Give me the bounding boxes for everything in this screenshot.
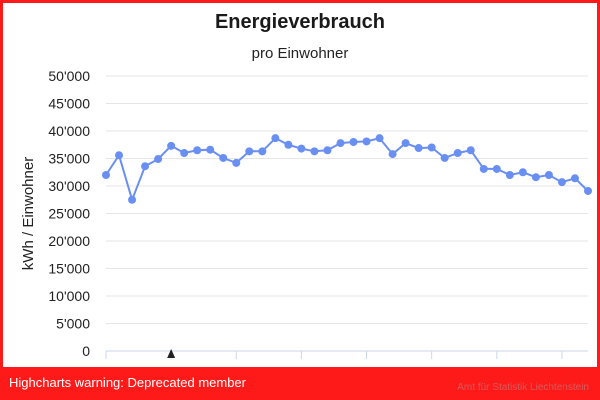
chart-credits[interactable]: Amt für Statistik Liechtenstein bbox=[457, 382, 589, 393]
data-point[interactable] bbox=[336, 139, 345, 148]
y-tick-label: 10'000 bbox=[48, 288, 90, 304]
y-tick-label: 50'000 bbox=[48, 68, 90, 84]
data-point[interactable] bbox=[557, 178, 566, 187]
data-point[interactable] bbox=[141, 162, 150, 171]
line-chart: 0 5'000 10'000 15'000 20'000 25'000 30'000 35'0… bbox=[20, 68, 592, 390]
data-point[interactable] bbox=[414, 144, 423, 153]
data-point[interactable] bbox=[401, 139, 410, 148]
y-tick-label: 40'000 bbox=[48, 123, 90, 139]
data-point[interactable] bbox=[453, 149, 462, 157]
chart-title: Energieverbrauch bbox=[214, 11, 386, 33]
series-energy bbox=[102, 134, 592, 204]
y-axis-label: kWh / Einwohner bbox=[20, 157, 37, 270]
data-point[interactable] bbox=[479, 164, 488, 173]
data-point[interactable] bbox=[206, 145, 215, 154]
data-point[interactable] bbox=[271, 134, 280, 143]
data-point[interactable] bbox=[193, 146, 202, 155]
grid-lines bbox=[106, 75, 588, 352]
data-point[interactable] bbox=[115, 151, 124, 160]
data-point[interactable] bbox=[375, 134, 384, 143]
data-point[interactable] bbox=[232, 158, 241, 167]
data-point[interactable] bbox=[102, 171, 110, 179]
data-point[interactable] bbox=[518, 168, 527, 177]
data-point[interactable] bbox=[427, 143, 436, 152]
data-point[interactable] bbox=[128, 195, 137, 204]
warning-bar: Highcharts warning: Deprecated member bbox=[3, 367, 597, 397]
data-point[interactable] bbox=[584, 186, 592, 195]
y-tick-label: 5'000 bbox=[56, 316, 90, 332]
data-point[interactable] bbox=[245, 147, 254, 156]
data-point[interactable] bbox=[492, 164, 501, 173]
chart-subtitle: pro Einwohner bbox=[251, 45, 349, 62]
data-point[interactable] bbox=[388, 150, 397, 159]
y-tick-label: 30'000 bbox=[48, 178, 90, 194]
data-point[interactable] bbox=[297, 144, 306, 153]
data-point[interactable] bbox=[323, 146, 332, 155]
warning-text: Highcharts warning: Deprecated member bbox=[9, 374, 246, 390]
y-tick-label: 35'000 bbox=[48, 151, 90, 167]
annotation-marker bbox=[167, 349, 176, 358]
data-point[interactable] bbox=[349, 138, 358, 146]
series-line bbox=[105, 136, 589, 203]
y-tick-label: 20'000 bbox=[48, 233, 90, 249]
data-point[interactable] bbox=[466, 146, 475, 155]
data-point[interactable] bbox=[154, 155, 163, 164]
data-point[interactable] bbox=[284, 140, 293, 149]
data-point[interactable] bbox=[531, 173, 540, 182]
y-tick-label: 15'000 bbox=[48, 261, 90, 277]
y-tick-label: 25'000 bbox=[48, 206, 90, 222]
data-point[interactable] bbox=[505, 171, 514, 179]
y-tick-label: 45'000 bbox=[48, 96, 90, 112]
data-point[interactable] bbox=[167, 141, 176, 150]
data-point[interactable] bbox=[180, 149, 189, 157]
marker-triangle-icon bbox=[167, 349, 176, 358]
y-axis: 0 5'000 10'000 15'000 20'000 25'000 30'000 35'0… bbox=[48, 68, 90, 359]
data-point[interactable] bbox=[219, 153, 228, 162]
data-point[interactable] bbox=[570, 174, 579, 183]
data-point[interactable] bbox=[362, 137, 371, 146]
data-point[interactable] bbox=[440, 153, 449, 162]
y-tick-label: 0 bbox=[82, 343, 90, 359]
data-point[interactable] bbox=[310, 147, 319, 156]
data-point[interactable] bbox=[544, 171, 553, 179]
data-point[interactable] bbox=[258, 147, 267, 156]
